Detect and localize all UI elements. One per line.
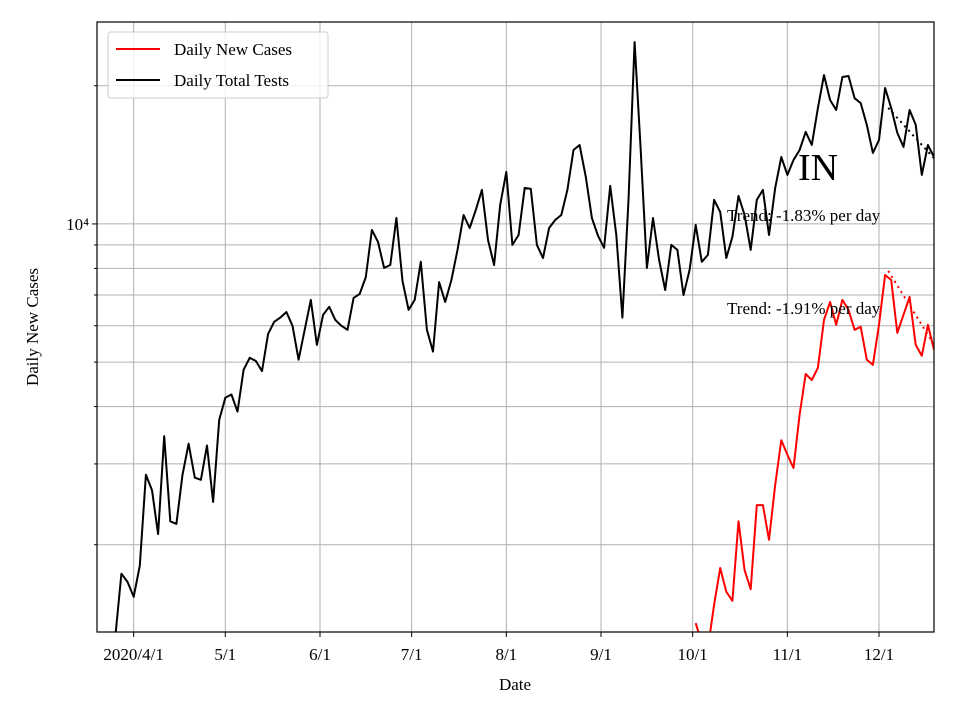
x-tick-label: 11/1	[773, 645, 803, 664]
x-tick-label: 5/1	[214, 645, 236, 664]
legend-label: Daily New Cases	[174, 40, 292, 59]
x-tick-label: 12/1	[864, 645, 894, 664]
trend-line	[887, 270, 932, 341]
y-tick-label: 10⁴	[66, 215, 89, 234]
annotation: Trend: -1.91% per day	[727, 299, 881, 318]
legend: Daily New Cases Daily Total Tests	[107, 31, 329, 99]
plot-frame	[96, 21, 935, 633]
data-line	[694, 274, 934, 632]
grid	[97, 22, 934, 632]
x-tick-label: 9/1	[590, 645, 612, 664]
data-line	[114, 41, 934, 632]
x-tick-label: 10/1	[678, 645, 708, 664]
legend-label: Daily Total Tests	[174, 71, 289, 90]
annotation: Trend: -1.83% per day	[727, 206, 881, 225]
x-axis-label: Date	[499, 675, 531, 694]
legend-box	[107, 31, 329, 99]
y-axis-label: Daily New Cases	[23, 268, 42, 386]
annotation: IN	[798, 147, 838, 189]
x-tick-label: 2020/4/1	[103, 645, 163, 664]
x-tick-label: 7/1	[401, 645, 423, 664]
plot-area	[114, 41, 934, 632]
x-tick-label: 6/1	[309, 645, 331, 664]
x-tick-label: 8/1	[495, 645, 517, 664]
